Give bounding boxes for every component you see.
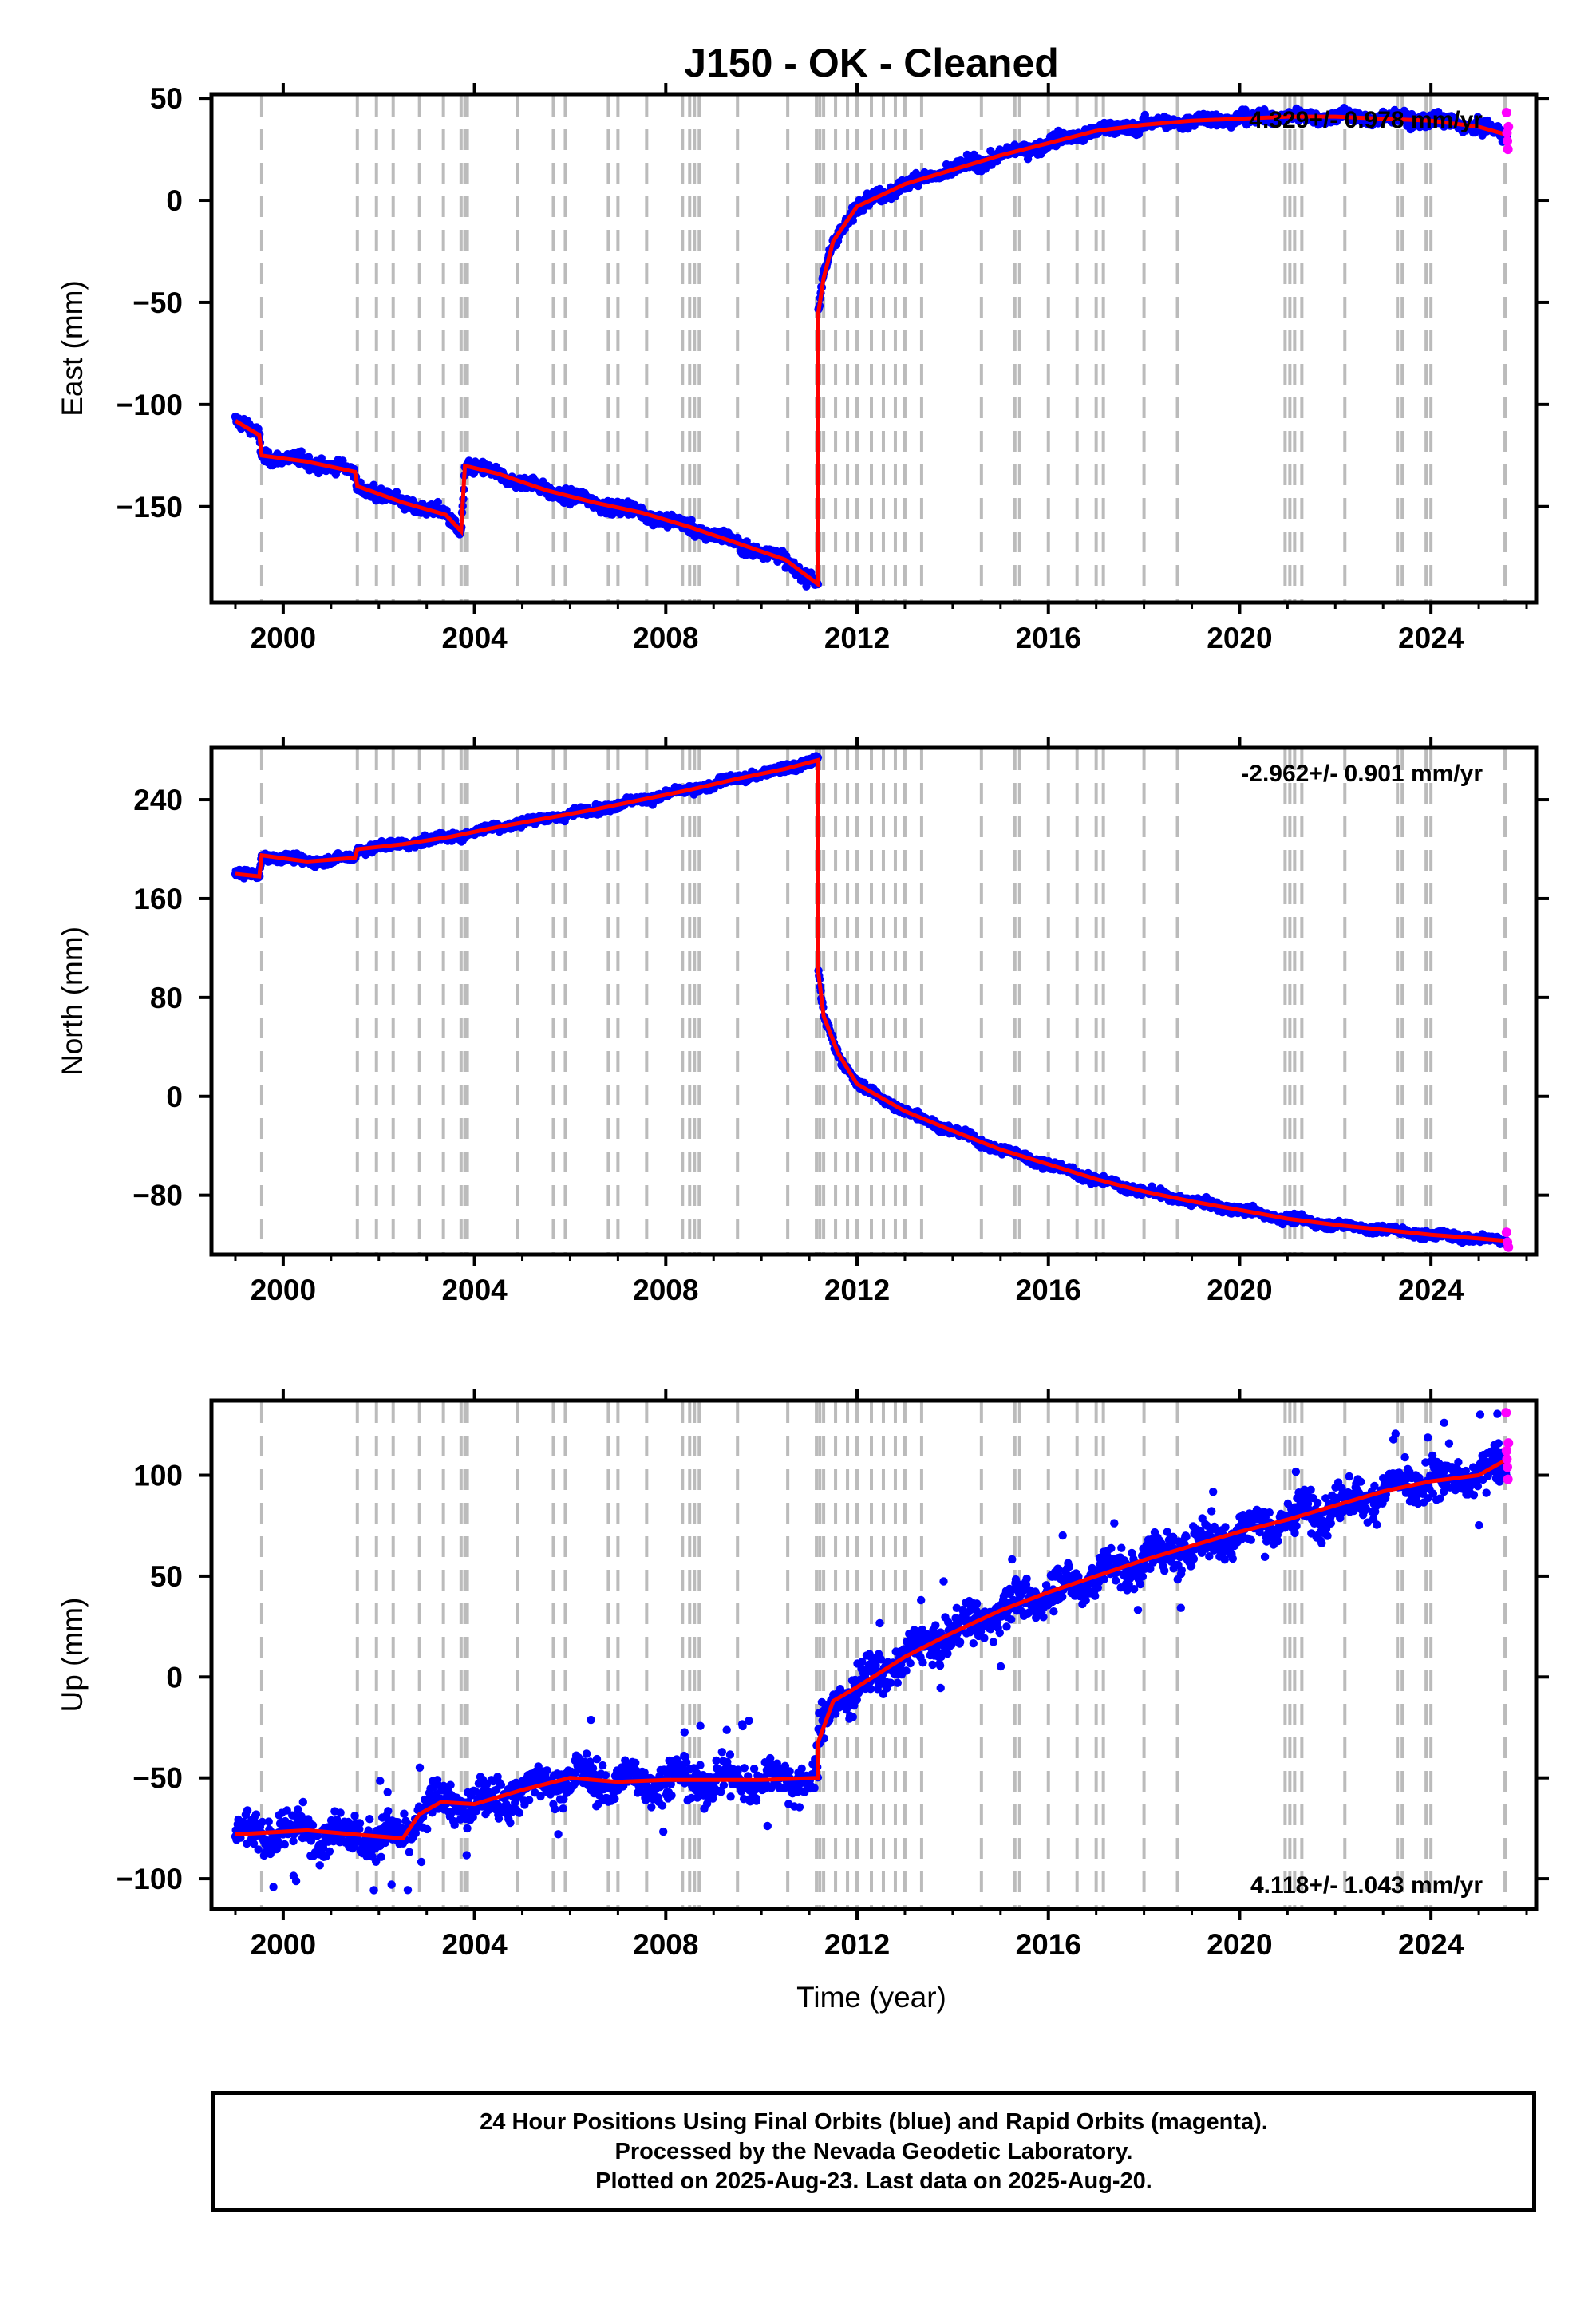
data-point	[264, 1817, 273, 1826]
y-tick-label: 0	[166, 1081, 183, 1113]
data-point	[377, 1852, 385, 1861]
x-tick-label: 2004	[441, 622, 508, 654]
velocity-annotation: 4.329+/- 0.978 mm/yr	[1249, 107, 1483, 133]
data-point	[254, 1845, 263, 1854]
data-point	[263, 448, 273, 456]
y-axis-label: North (mm)	[56, 927, 89, 1076]
data-point	[687, 516, 696, 524]
x-tick-label: 2000	[251, 1274, 316, 1306]
x-tick-label: 2024	[1398, 1274, 1464, 1306]
data-point	[914, 181, 922, 191]
y-tick-label: 80	[150, 982, 183, 1014]
x-tick-label: 2008	[633, 622, 698, 654]
y-tick-label: 0	[166, 184, 183, 217]
data-point	[365, 1815, 374, 1824]
velocity-annotation: -2.962+/- 0.901 mm/yr	[1241, 761, 1483, 787]
data-point	[313, 1831, 322, 1840]
data-point	[315, 1861, 324, 1870]
data-point	[336, 1808, 345, 1817]
y-tick-label: −100	[117, 389, 183, 421]
y-tick-label: 50	[150, 82, 183, 115]
rapid-orbit-points	[1501, 1227, 1514, 1252]
rapid-orbit-point	[1503, 144, 1513, 155]
data-point	[251, 1810, 261, 1819]
chart-title: J150 - OK - Cleaned	[684, 41, 1059, 85]
x-tick-label: 2016	[1016, 622, 1081, 654]
x-tick-label: 2016	[1016, 1274, 1081, 1306]
data-point	[297, 447, 306, 456]
data-point	[243, 1806, 252, 1815]
x-tick-label: 2012	[824, 622, 890, 654]
panel-up: 2000 2004 2008 2012 2016 2020 2024100500−50−10…	[56, 1389, 1549, 1961]
rapid-orbit-point	[1503, 121, 1514, 132]
y-tick-label: −150	[117, 491, 183, 524]
data-point	[258, 1817, 267, 1827]
plot-frame	[209, 745, 1539, 1257]
data-point	[350, 1812, 359, 1820]
model-line	[234, 114, 1508, 589]
data-point	[282, 1806, 291, 1815]
rapid-orbit-point	[1503, 136, 1513, 146]
y-tick-label: 240	[133, 784, 183, 816]
rapid-orbit-point	[1503, 1242, 1514, 1252]
data-point	[355, 1819, 365, 1828]
data-point	[280, 1840, 289, 1849]
data-point	[298, 1797, 307, 1807]
x-tick-label: 2024	[1398, 622, 1464, 654]
data-point	[325, 1847, 334, 1856]
panel-north: 2000 2004 2008 2012 2016 2020 2024 240 160 80 0 −80…	[56, 737, 1549, 1306]
x-tick-label: 2020	[1207, 1274, 1272, 1306]
data-point	[308, 1820, 318, 1830]
model-line	[235, 757, 1508, 1243]
y-tick-label: −50	[132, 287, 183, 319]
panel-east: 2000 2004 2008 2012 2016 2020 2024 50 0 −50 −100 −1…	[56, 82, 1549, 654]
y-tick-label: 160	[133, 883, 183, 915]
data-point	[338, 456, 347, 465]
data-point	[249, 1839, 259, 1848]
rapid-orbit-point	[1501, 108, 1511, 118]
data-point	[289, 1836, 298, 1846]
x-tick-label: 2000	[251, 622, 316, 654]
x-tick-label: 2012	[824, 1274, 890, 1306]
rapid-orbit-points	[1501, 108, 1514, 155]
data-point	[433, 497, 442, 507]
x-tick-label: 2020	[1207, 622, 1272, 654]
x-tick-label: 2004	[441, 1274, 508, 1306]
y-tick-label: −80	[132, 1180, 183, 1212]
rapid-orbit-point	[1501, 1227, 1511, 1238]
plot-frame	[209, 92, 1539, 605]
data-point	[294, 1805, 302, 1814]
x-tick-label: 2008	[633, 1274, 698, 1306]
y-axis-label: East (mm)	[56, 280, 89, 417]
